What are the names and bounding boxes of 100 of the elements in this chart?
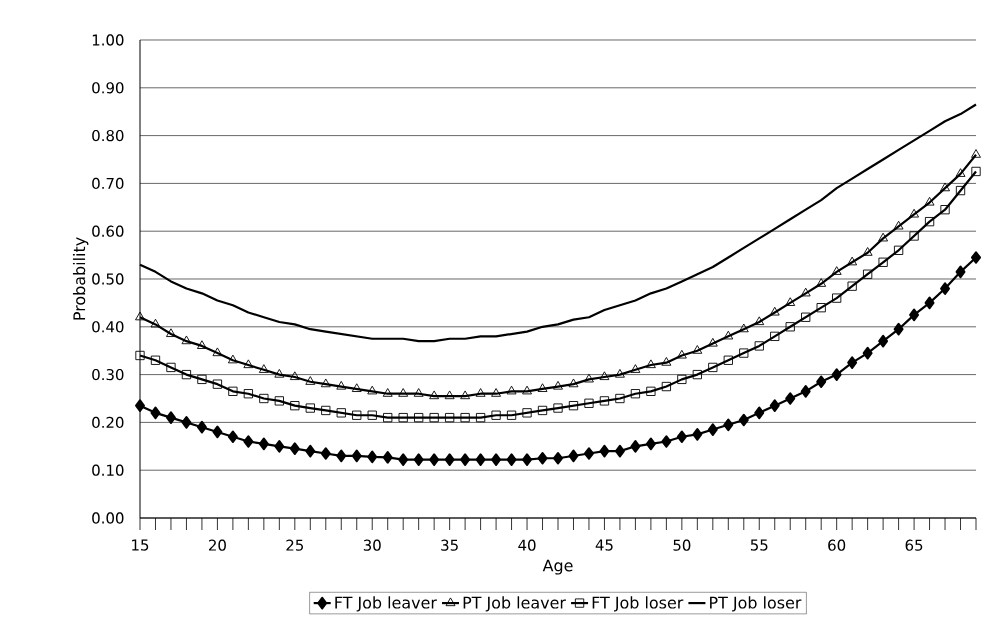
y-tick-label: 0.60 [92,225,124,237]
point [754,406,765,420]
point [769,306,780,316]
point [383,412,393,423]
point [676,430,687,444]
point [676,349,687,359]
point [940,205,950,215]
legend-label: PT Job loser [710,596,802,612]
point [166,362,176,373]
point [893,245,904,255]
point [816,278,827,287]
point [444,453,455,466]
point [568,449,579,463]
point [522,453,533,466]
point [258,437,269,451]
point [537,405,548,416]
point [785,322,795,332]
point [429,412,439,423]
point [630,389,641,399]
point [150,406,161,420]
y-tick-label: 0.10 [92,464,124,476]
point [568,378,579,388]
point [707,337,718,347]
point [707,423,718,436]
point [723,418,734,432]
y-tick-label: 0.70 [92,177,124,190]
point [584,398,594,408]
point [955,185,966,196]
point [661,357,672,366]
point [770,331,780,341]
point [630,440,641,453]
point [212,347,223,357]
x-tick-label: 15 [132,539,149,551]
point [150,355,161,365]
point [212,425,223,439]
x-tick-label: 50 [673,539,691,551]
point [259,393,269,404]
point [274,440,285,453]
point [692,428,703,441]
y-tick-label: 0.20 [92,416,124,429]
point [196,340,207,349]
point [336,380,347,390]
point [971,166,981,177]
point [290,401,300,411]
point [367,410,377,420]
point [429,453,440,466]
point [738,323,749,333]
point [506,453,517,466]
point [553,403,563,413]
legend-label: PT Job leaver [463,596,566,612]
point [893,322,904,336]
point [646,386,656,396]
legend-label: FT Job loser [592,596,684,612]
point [723,330,734,340]
point [754,341,764,351]
point [382,451,393,464]
point [955,168,966,177]
point [723,355,733,365]
point [227,354,238,364]
point [831,266,842,275]
point [413,388,424,397]
point [924,296,935,310]
y-tick-label: 0.90 [92,82,124,94]
point [228,386,238,396]
point [692,369,702,380]
point [738,413,749,427]
y-tick-label: 0.40 [92,321,124,333]
point [645,437,656,451]
point [831,368,842,381]
point [553,451,563,465]
point [739,348,749,358]
point [645,359,656,369]
point [166,328,176,338]
point [135,399,145,412]
point [274,368,285,378]
point [227,430,238,444]
point [862,346,873,360]
point [940,182,950,192]
point [367,450,378,464]
point [135,350,145,361]
point [924,196,935,206]
point [321,405,331,416]
x-tick-label: 35 [441,539,458,551]
x-tick-label: 45 [595,539,613,551]
point [677,374,687,385]
point [553,380,563,390]
point [661,435,672,448]
point [971,149,981,158]
point [413,453,424,466]
point [475,453,486,466]
y-tick-label: 0.80 [92,129,124,142]
point [800,385,811,398]
point [135,311,145,321]
point [258,364,269,373]
point [445,412,455,423]
y-axis-title: Probability [72,237,89,320]
point [212,379,223,389]
point [506,410,517,420]
x-tick-label: 60 [828,539,846,551]
point [491,388,502,397]
